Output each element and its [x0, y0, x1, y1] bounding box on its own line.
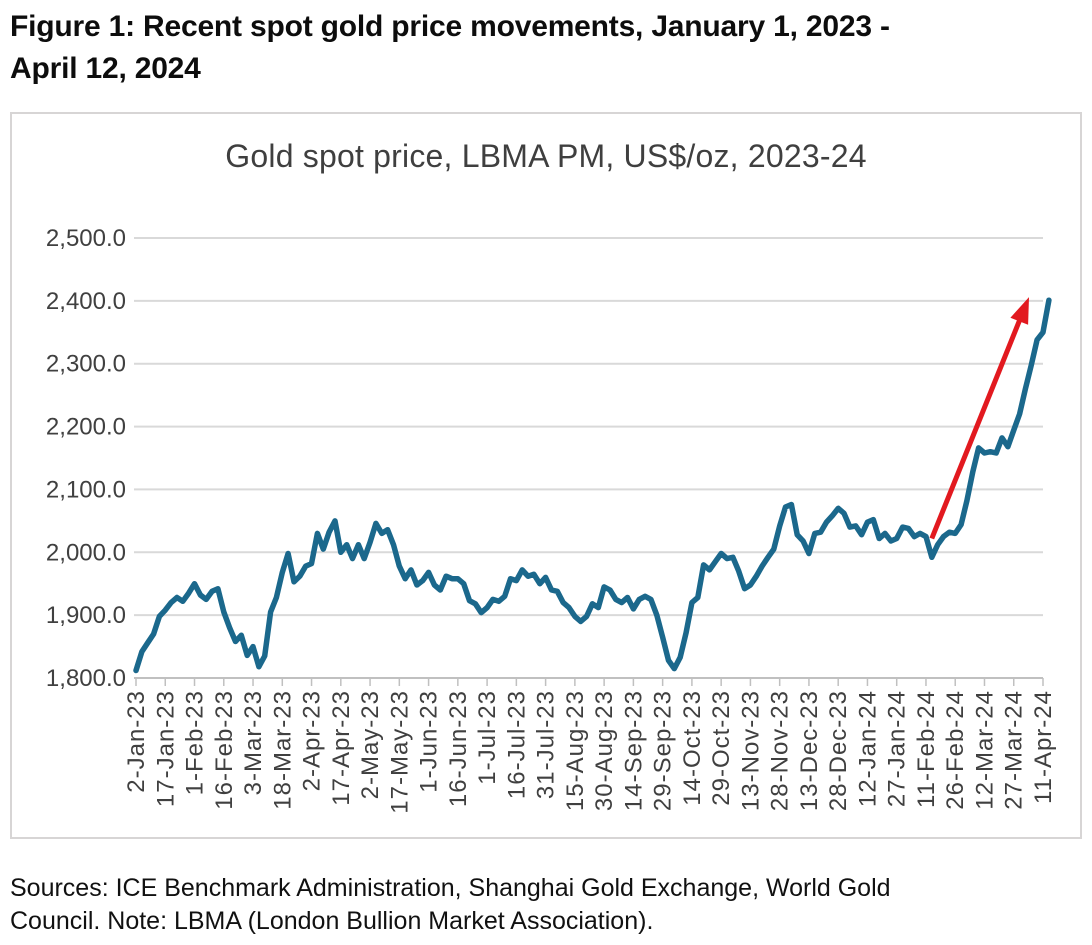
figure-title-line1: Figure 1: Recent spot gold price movemen…: [10, 10, 890, 43]
x-axis-label: 1-Jun-23: [416, 690, 443, 793]
x-axis-label: 28-Dec-23: [825, 690, 852, 811]
x-axis-label: 29-Oct-23: [708, 690, 735, 806]
x-axis-label: 17-May-23: [386, 690, 413, 814]
figure-title-line2: April 12, 2024: [10, 52, 201, 85]
x-axis-label: 2-Apr-23: [299, 690, 326, 791]
x-axis-label: 17-Apr-23: [328, 690, 355, 806]
y-axis-label: 2,300.0: [46, 351, 126, 378]
y-axis-label: 2,500.0: [46, 225, 126, 252]
x-axis-label: 28-Nov-23: [767, 690, 794, 811]
x-axis-label: 13-Nov-23: [737, 690, 764, 811]
x-axis-label: 3-Mar-23: [240, 690, 267, 795]
x-axis-label: 12-Mar-24: [972, 690, 999, 810]
y-axis-label: 2,100.0: [46, 476, 126, 503]
y-axis-label: 2,400.0: [46, 288, 126, 315]
figure-title: Figure 1: Recent spot gold price movemen…: [10, 6, 1076, 90]
y-axis-label: 1,900.0: [46, 602, 126, 629]
chart-panel: 1,800.0 1,900.0 2,000.0 2,100.0 2,200.0 2,300…: [10, 112, 1082, 839]
x-axis-label: 26-Feb-24: [942, 690, 969, 810]
y-axis-label: 1,800.0: [46, 665, 126, 692]
y-axis-label: 2,000.0: [46, 539, 126, 566]
price-chart: 1,800.0 1,900.0 2,000.0 2,100.0 2,200.0 2,300…: [46, 225, 1057, 814]
source-note: Sources: ICE Benchmark Administration, S…: [10, 872, 1070, 938]
x-axis-label: 30-Aug-23: [591, 690, 618, 811]
trend-arrow-shaft: [929, 316, 1024, 540]
x-axis-label: 29-Sep-23: [650, 690, 677, 811]
source-note-line1: Sources: ICE Benchmark Administration, S…: [10, 874, 891, 902]
x-axis-label: 1-Jul-23: [474, 690, 501, 785]
x-axis-label: 14-Sep-23: [620, 690, 647, 811]
trend-arrow-head: [1010, 297, 1029, 325]
chart-title: Gold spot price, LBMA PM, US$/oz, 2023-2…: [225, 138, 867, 174]
x-axis-label: 1-Feb-23: [182, 690, 209, 795]
x-axis-label: 31-Jul-23: [533, 690, 560, 799]
x-axis-label: 16-Feb-23: [211, 690, 238, 810]
x-axis-label: 11-Feb-24: [913, 690, 940, 808]
y-axis-label: 2,200.0: [46, 414, 126, 441]
x-axis-label: 18-Mar-23: [269, 690, 296, 810]
x-axis-label: 16-Jul-23: [503, 690, 530, 799]
source-note-line2: Council. Note: LBMA (London Bullion Mark…: [10, 907, 654, 935]
x-axis-label: 13-Dec-23: [796, 690, 823, 811]
x-axis-label: 2-Jan-23: [123, 690, 150, 793]
x-axis-label: 27-Jan-24: [884, 690, 911, 807]
x-axis-label: 16-Jun-23: [445, 690, 472, 807]
x-axis-label: 27-Mar-24: [1001, 690, 1028, 810]
x-axis-label: 14-Oct-23: [679, 690, 706, 806]
gold-price-line: [133, 297, 1052, 674]
x-axis-label: 11-Apr-24: [1030, 690, 1057, 804]
x-axis-label: 12-Jan-24: [855, 690, 882, 807]
x-axis-label: 2-May-23: [357, 690, 384, 799]
x-axis-label: 15-Aug-23: [562, 690, 589, 811]
x-axis-label: 17-Jan-23: [152, 690, 179, 807]
